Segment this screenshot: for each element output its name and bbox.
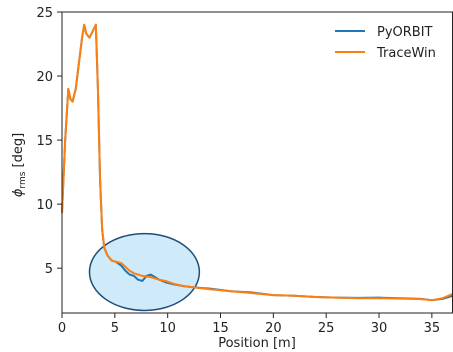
axes: 0 5 10 15 20 25 30 35 5 10 15 20 25: [36, 6, 453, 336]
x-tick-label: 10: [159, 321, 176, 336]
x-axis-label: Position [m]: [218, 336, 296, 351]
legend-label-tracewin: TraceWin: [376, 46, 436, 61]
y-axis-label-symbol: ϕ: [11, 188, 26, 197]
y-axis-label-unit: [deg]: [11, 133, 26, 172]
y-tick-label: 15: [36, 134, 53, 149]
y-tick-label: 20: [36, 70, 53, 85]
series-layer: [61, 23, 453, 302]
series-line-tracewin: [61, 23, 453, 302]
highlight-ellipse-0: [88, 232, 201, 312]
x-tick-label: 35: [424, 321, 441, 336]
x-tick-label: 25: [318, 321, 335, 336]
x-tick-label: 30: [371, 321, 388, 336]
legend-label-pyorbit: PyORBIT: [377, 25, 433, 40]
y-axis-label: ϕrms [deg]: [11, 133, 28, 197]
annotation-layer: [88, 232, 201, 312]
x-tick-label: 20: [265, 321, 282, 336]
y-axis-label-subscript: rms: [18, 171, 28, 188]
y-tick-label: 5: [45, 262, 53, 277]
legend: PyORBIT TraceWin: [335, 25, 436, 61]
y-tick-label: 25: [36, 6, 53, 21]
x-tick-label: 15: [212, 321, 229, 336]
x-tick-label: 5: [111, 321, 119, 336]
x-tick-label: 0: [58, 321, 66, 336]
y-tick-label: 10: [36, 198, 53, 213]
